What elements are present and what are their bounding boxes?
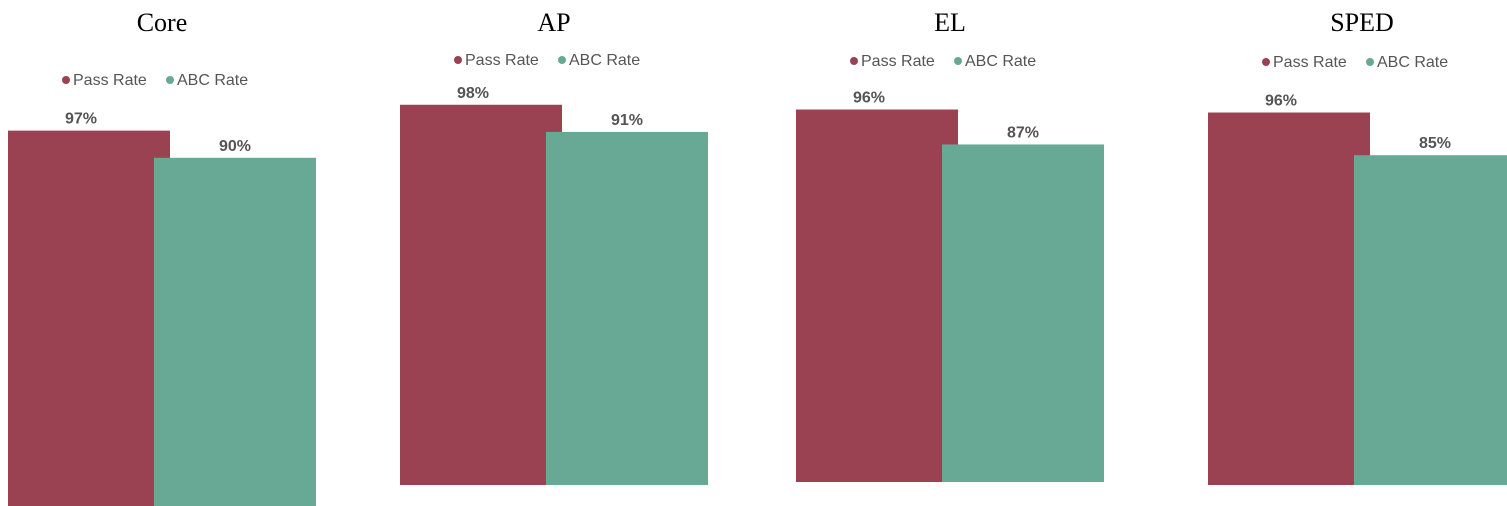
- legend-label: ABC Rate: [177, 72, 248, 89]
- legend-label: Pass Rate: [1273, 54, 1347, 71]
- legend-label: Pass Rate: [465, 52, 539, 69]
- value-label: 96%: [853, 90, 885, 107]
- value-label: 85%: [1419, 135, 1451, 152]
- legend-label: Pass Rate: [73, 72, 147, 89]
- legend-marker: [62, 76, 70, 84]
- legend-marker: [954, 57, 962, 65]
- legend-marker: [558, 56, 566, 64]
- chart-title: EL: [934, 8, 966, 37]
- value-label: 97%: [65, 111, 97, 128]
- bar: [8, 130, 170, 506]
- legend-marker: [166, 76, 174, 84]
- legend-label: ABC Rate: [1377, 54, 1448, 71]
- legend-label: ABC Rate: [965, 53, 1036, 70]
- bar: [942, 144, 1104, 482]
- legend-marker: [850, 57, 858, 65]
- value-label: 90%: [219, 138, 251, 155]
- value-label: 87%: [1007, 124, 1039, 141]
- bar: [154, 157, 316, 506]
- legend-marker: [1366, 58, 1374, 66]
- chart-title: Core: [137, 8, 188, 37]
- bar: [546, 131, 708, 486]
- chart-title: SPED: [1330, 8, 1394, 37]
- bar: [796, 109, 958, 483]
- legend-marker: [454, 56, 462, 64]
- bar: [400, 104, 562, 485]
- value-label: 98%: [457, 85, 489, 102]
- value-label: 91%: [611, 112, 643, 129]
- legend-marker: [1262, 58, 1270, 66]
- chart-title: AP: [537, 8, 570, 37]
- legend-label: Pass Rate: [861, 53, 935, 70]
- bar: [1208, 112, 1370, 486]
- legend-label: ABC Rate: [569, 52, 640, 69]
- value-label: 96%: [1265, 93, 1297, 110]
- bar: [1354, 155, 1507, 485]
